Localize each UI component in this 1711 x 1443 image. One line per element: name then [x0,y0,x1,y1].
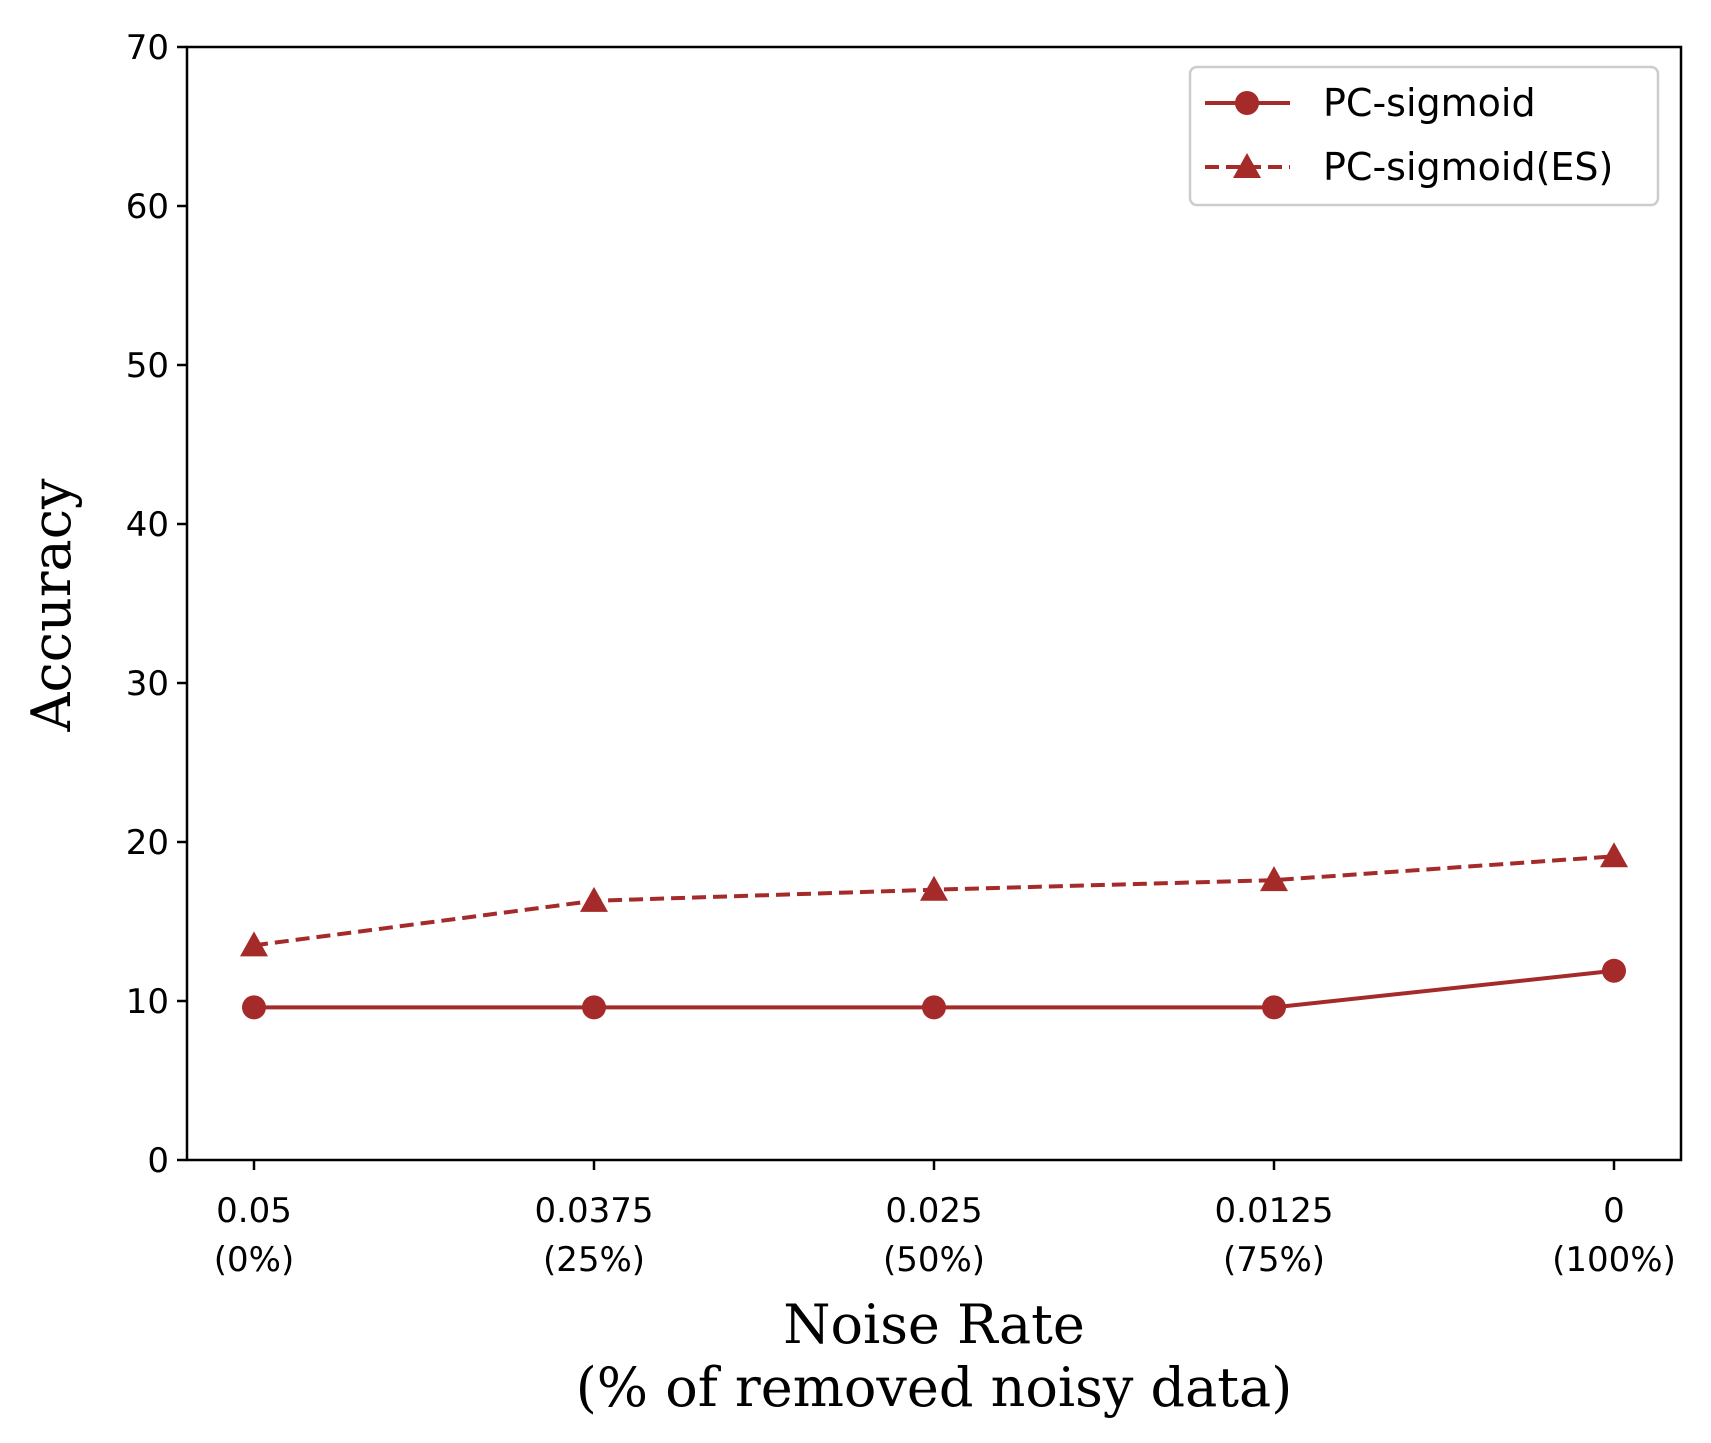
y-tick-label: 0 [147,1141,169,1181]
x-axis-ticks: 0.05 (0%) 0.0375 (25%) 0.025 (50%) 0.0125 (75%)… [214,1160,1676,1280]
data-point-triangle [580,886,608,912]
data-point-circle [1602,958,1626,983]
data-point-circle [1262,995,1286,1020]
x-axis-title-line1: Noise Rate [783,1293,1085,1356]
y-tick-label: 10 [126,982,169,1022]
data-point-triangle [1600,842,1628,868]
legend-box [1188,65,1660,207]
legend-label-pc-sigmoid-es: PC-sigmoid(ES) [1323,145,1613,189]
x-tick-sublabel: (0%) [214,1240,294,1280]
plot-area-frame [185,45,1683,1162]
data-point-circle [922,995,946,1020]
data-point-circle [242,995,266,1020]
data-point-circle [582,995,606,1020]
x-axis-title-line2: (% of removed noisy data) [576,1356,1293,1419]
x-tick-label: 0.05 [216,1191,292,1231]
x-tick-label: 0 [1603,1191,1625,1231]
y-tick-label: 30 [126,664,169,704]
x-tick-sublabel: (50%) [883,1240,985,1280]
series-layer [240,842,1628,1020]
data-point-triangle [240,931,268,957]
y-tick-label: 70 [126,28,169,68]
legend: PC-sigmoid PC-sigmoid(ES) [1188,65,1660,207]
data-point-triangle [1260,866,1288,892]
y-axis-title: Accuracy [20,478,83,733]
x-tick-sublabel: (100%) [1552,1240,1676,1280]
y-tick-label: 40 [126,505,169,545]
x-tick-label: 0.025 [885,1191,982,1231]
series-line-1 [253,854,1615,948]
x-tick-label: 0.0375 [535,1191,654,1231]
data-point-triangle [920,875,948,901]
y-axis-ticks: 0 10 20 30 40 50 60 70 [126,28,187,1181]
y-tick-label: 50 [126,346,169,386]
legend-marker-pc-sigmoid [1235,91,1259,115]
x-tick-label: 0.0125 [1215,1191,1334,1231]
y-tick-label: 60 [126,187,169,227]
legend-marker-pc-sigmoid-es [1233,153,1261,178]
x-tick-sublabel: (25%) [543,1240,645,1280]
legend-label-pc-sigmoid: PC-sigmoid [1323,81,1536,125]
y-tick-label: 20 [126,823,169,863]
x-tick-sublabel: (75%) [1223,1240,1325,1280]
